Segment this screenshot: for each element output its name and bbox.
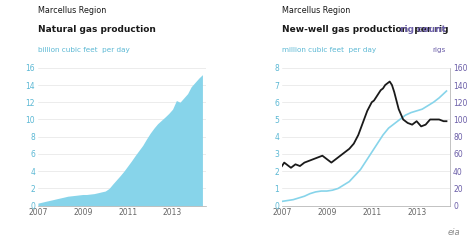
Text: New-well gas production  per rig: New-well gas production per rig bbox=[282, 25, 448, 34]
Text: Marcellus Region: Marcellus Region bbox=[38, 6, 106, 15]
Text: rigs: rigs bbox=[432, 47, 446, 53]
Text: rig count: rig count bbox=[400, 25, 446, 34]
Text: million cubic feet  per day: million cubic feet per day bbox=[282, 47, 376, 53]
Text: billion cubic feet  per day: billion cubic feet per day bbox=[38, 47, 130, 53]
Text: Marcellus Region: Marcellus Region bbox=[282, 6, 350, 15]
Text: eia: eia bbox=[447, 228, 460, 237]
Text: Natural gas production: Natural gas production bbox=[38, 25, 156, 34]
